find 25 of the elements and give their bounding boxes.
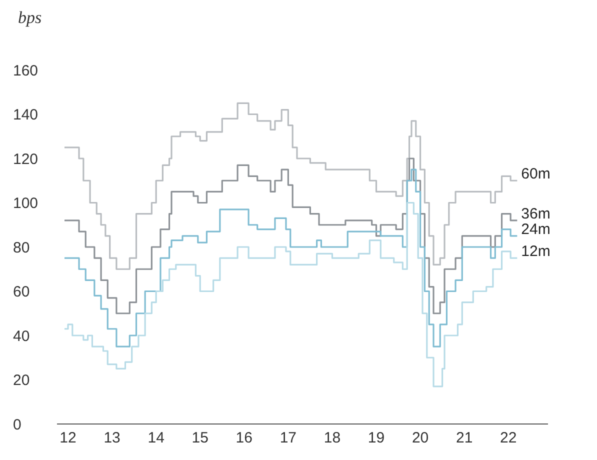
x-tick-label: 17: [280, 430, 297, 447]
y-tick-label: 160: [13, 62, 38, 80]
series-label: 36m: [521, 205, 550, 222]
y-tick-label: 140: [13, 106, 38, 124]
series-label: 12m: [521, 243, 550, 260]
y-tick-label: 80: [13, 239, 30, 256]
x-tick-label: 19: [368, 430, 385, 447]
x-tick-label: 18: [324, 430, 341, 447]
series-label: 24m: [521, 220, 550, 238]
x-tick-label: 15: [192, 430, 208, 447]
y-tick-label: 40: [13, 328, 30, 345]
y-tick-label: 60: [13, 284, 30, 301]
y-tick-label: 20: [13, 372, 30, 390]
series-label: 60m: [521, 166, 550, 183]
x-tick-label: 16: [236, 430, 252, 447]
y-axis-title: bps: [18, 8, 42, 28]
y-tick-label: 0: [13, 416, 22, 434]
x-tick-label: 22: [500, 430, 517, 447]
y-tick-label: 120: [13, 150, 38, 168]
x-tick-label: 14: [148, 430, 164, 447]
x-tick-label: 13: [104, 430, 120, 447]
x-tick-label: 12: [60, 430, 76, 447]
x-tick-label: 21: [456, 430, 473, 447]
x-tick-label: 20: [412, 430, 429, 447]
y-tick-label: 100: [13, 195, 38, 212]
